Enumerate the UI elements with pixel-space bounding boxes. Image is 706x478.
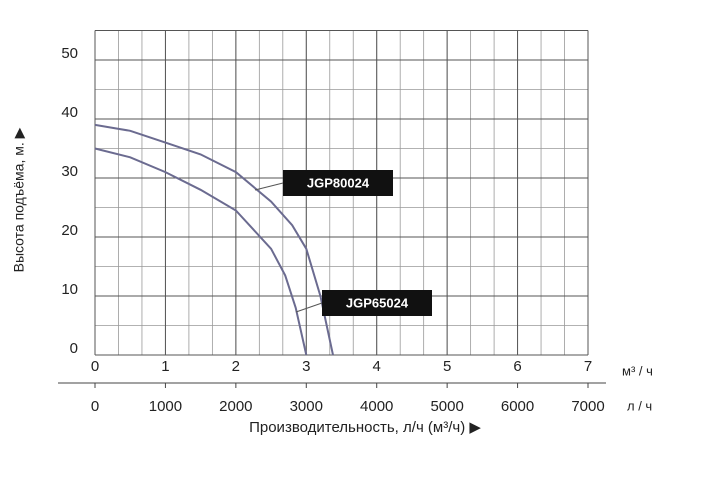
- x2-tick-label: 2000: [219, 398, 252, 415]
- x2-tick-label: 0: [91, 398, 99, 415]
- y-axis-title: Высота подъёма, м. ▶: [11, 127, 27, 272]
- label-pointer: [254, 182, 284, 191]
- label-box: [283, 170, 393, 196]
- y-tick-label: 0: [70, 340, 78, 357]
- x-tick-label: 6: [513, 358, 521, 375]
- x-axis-title: Производительность, л/ч (м³/ч) ▶: [249, 419, 481, 436]
- y-tick-label: 30: [61, 163, 78, 180]
- x-tick-label: 2: [232, 358, 240, 375]
- legend-label: JGP80024: [307, 175, 370, 190]
- x-tick-label: 3: [302, 358, 310, 375]
- x2-tick-label: 4000: [360, 398, 393, 415]
- y-tick-label: 50: [61, 45, 78, 62]
- y-tick-label: 20: [61, 222, 78, 239]
- label-pointer: [295, 302, 323, 313]
- x2-tick-label: 3000: [290, 398, 323, 415]
- x2-tick-label: 6000: [501, 398, 534, 415]
- x-tick-label: 4: [373, 358, 381, 375]
- series-line: [94, 123, 334, 356]
- x-tick-label: 7: [584, 358, 592, 375]
- x2-unit: л / ч: [627, 398, 652, 413]
- label-box: [322, 290, 432, 316]
- x-tick-label: 0: [91, 358, 99, 375]
- x-unit: м³ / ч: [622, 363, 653, 378]
- legend-label: JGP65024: [346, 295, 409, 310]
- x-tick-label: 5: [443, 358, 451, 375]
- y-tick-label: 40: [61, 104, 78, 121]
- series-line: [94, 147, 308, 356]
- x2-tick-label: 7000: [571, 398, 604, 415]
- x-tick-label: 1: [161, 358, 169, 375]
- y-tick-label: 10: [61, 281, 78, 298]
- x2-tick-label: 1000: [149, 398, 182, 415]
- x2-tick-label: 5000: [430, 398, 463, 415]
